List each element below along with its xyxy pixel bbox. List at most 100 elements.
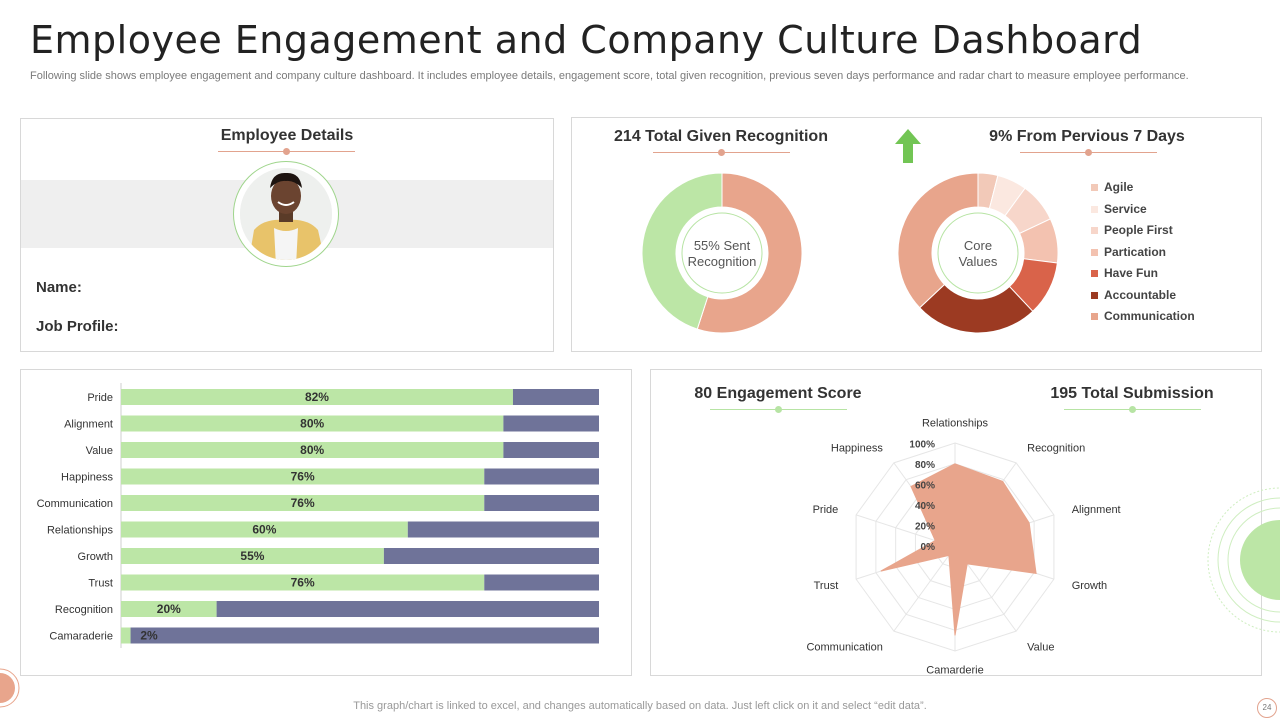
engagement-radar-chart[interactable]: 0% 20% 40% 60% 80% 100% Relationships Recogniti… — [650, 369, 1262, 676]
legend-label: Agile — [1104, 180, 1134, 194]
bar-remaining-camaraderie[interactable] — [130, 627, 599, 644]
radar-axis-label: Value — [1027, 641, 1054, 653]
legend-swatch — [1091, 313, 1098, 321]
engagement-score-heading: 80 Engagement Score — [694, 385, 862, 402]
decorative-circles-left — [0, 668, 20, 708]
recognition-heading: 214 Total Given Recognition — [614, 128, 828, 145]
radar-axis-label: Happiness — [831, 443, 883, 455]
core-values-inner-ring — [937, 212, 1019, 294]
radar-series-area[interactable] — [880, 463, 1037, 636]
legend-label: Have Fun — [1104, 266, 1159, 280]
bar-remaining-value[interactable] — [503, 442, 599, 458]
bar-category-label: Alignment — [64, 419, 113, 431]
bar-value-label: 76% — [291, 576, 315, 590]
bar-value-label: 2% — [140, 629, 158, 643]
bar-remaining-relationships[interactable] — [407, 521, 599, 538]
legend-swatch — [1091, 227, 1098, 235]
legend-label: People First — [1104, 223, 1173, 237]
bar-score-recognition[interactable] — [121, 601, 217, 617]
core-values-center-label: Core Values — [928, 238, 1028, 270]
legend-swatch — [1091, 248, 1098, 256]
bar-score-alignment[interactable] — [121, 415, 504, 432]
bar-score-happiness[interactable] — [121, 468, 485, 485]
bar-score-pride[interactable] — [121, 389, 513, 405]
bar-category-label: Communication — [37, 498, 113, 510]
total-submission-heading: 195 Total Submission — [1050, 385, 1214, 402]
bar-score-trust[interactable] — [121, 574, 485, 591]
footer-note: This graph/chart is linked to excel, and… — [353, 700, 927, 712]
job-profile-label: Job Profile: — [36, 318, 119, 335]
bar-category-label: Relationships — [47, 525, 114, 537]
radar-axis-label: Growth — [1072, 580, 1107, 592]
legend-item-communication: Communication — [1091, 309, 1195, 323]
core-values-donut-chart[interactable] — [896, 171, 1060, 335]
core-values-center-line2: Values — [958, 254, 998, 269]
bar-score-communication[interactable] — [121, 495, 485, 511]
recognition-center-line1: 55% Sent — [693, 238, 751, 253]
recognition-center-label: 55% Sent Recognition — [672, 238, 772, 270]
bar-category-label: Happiness — [61, 472, 113, 484]
legend-item-accountable: Accountable — [1091, 288, 1176, 302]
radar-axis-label: Recognition — [1027, 443, 1085, 455]
core-values-center-line1: Core — [963, 238, 993, 253]
legend-swatch — [1091, 205, 1098, 213]
page-number: 24 — [1257, 698, 1277, 718]
legend-swatch — [1091, 270, 1098, 278]
decorative-circles-right — [1207, 487, 1280, 633]
radar-axis-label: Trust — [814, 580, 839, 592]
bar-category-label: Camaraderie — [49, 631, 113, 643]
core-values-slice-communication[interactable] — [897, 172, 979, 309]
heading-underline-dot — [1085, 149, 1092, 156]
heading-underline-dot — [1129, 406, 1136, 413]
bar-value-label: 76% — [291, 496, 315, 510]
bar-remaining-trust[interactable] — [484, 574, 599, 591]
bar-score-growth[interactable] — [121, 548, 384, 564]
up-arrow-icon — [895, 129, 921, 163]
recognition-slice-sent-recognition[interactable] — [696, 172, 803, 334]
legend-item-partication: Partication — [1091, 245, 1166, 259]
recognition-donut-chart[interactable] — [640, 171, 804, 335]
legend-label: Partication — [1104, 244, 1167, 259]
radar-spoke — [893, 546, 956, 632]
bar-remaining-happiness[interactable] — [484, 468, 599, 485]
heading-underline-dot — [283, 148, 290, 155]
bar-value-label: 82% — [305, 390, 329, 404]
employee-details-heading: Employee Details — [220, 127, 354, 144]
radar-axis-label: Alignment — [1072, 504, 1121, 516]
legend-item-people-first: People First — [1091, 223, 1173, 237]
bar-remaining-communication[interactable] — [484, 495, 599, 511]
legend-item-have-fun: Have Fun — [1091, 266, 1158, 280]
bar-value-label: 20% — [157, 602, 181, 616]
legend-swatch — [1091, 291, 1098, 299]
engagement-bar-chart[interactable]: Pride 82% Alignment 80% Value 80% Happiness 76%… — [20, 369, 632, 676]
bar-score-camaraderie[interactable] — [121, 627, 131, 644]
recognition-inner-ring — [681, 212, 763, 294]
legend-item-service: Service — [1091, 202, 1147, 216]
bar-score-value[interactable] — [121, 442, 504, 458]
bar-value-label: 76% — [291, 470, 315, 484]
legend-item-agile: Agile — [1091, 180, 1133, 194]
heading-underline-dot — [775, 406, 782, 413]
slide-subtitle: Following slide shows employee engagemen… — [30, 70, 1189, 82]
radar-axis-label: Camarderie — [926, 665, 983, 676]
radar-tick-label: 40% — [915, 501, 935, 512]
bar-remaining-alignment[interactable] — [503, 415, 599, 432]
previous-days-heading: 9% From Pervious 7 Days — [989, 128, 1185, 145]
bar-remaining-recognition[interactable] — [216, 601, 599, 617]
legend-swatch — [1091, 184, 1098, 192]
bar-category-label: Recognition — [55, 604, 113, 616]
bar-remaining-growth[interactable] — [383, 548, 599, 564]
bar-remaining-pride[interactable] — [512, 389, 599, 405]
avatar[interactable] — [233, 161, 339, 267]
heading-underline-dot — [718, 149, 725, 156]
bar-value-label: 80% — [300, 417, 324, 431]
recognition-center-line2: Recognition — [687, 254, 757, 269]
radar-axis-label: Relationships — [922, 417, 989, 429]
legend-label: Communication — [1104, 309, 1195, 323]
bar-category-label: Pride — [87, 392, 113, 404]
avatar-image — [240, 168, 332, 260]
radar-tick-label: 100% — [909, 440, 935, 451]
recognition-slice-other[interactable] — [641, 172, 723, 330]
radar-tick-label: 80% — [915, 460, 935, 471]
bar-score-relationships[interactable] — [121, 521, 408, 538]
